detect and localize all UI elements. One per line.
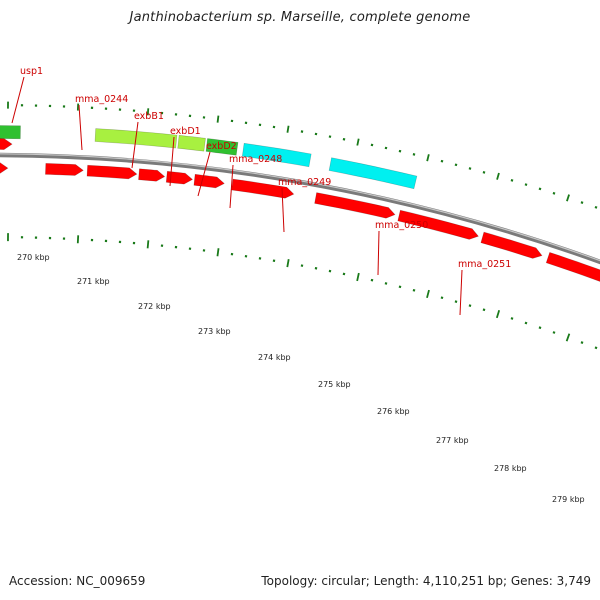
outer-tick-minor: [482, 171, 486, 174]
cds-arrow: [480, 231, 543, 259]
outer-tick-major: [426, 154, 430, 162]
cds-arrow: [0, 138, 13, 150]
inner-tick-major: [356, 272, 360, 282]
kbp-label: 271 kbp: [77, 277, 110, 286]
outer-tick-minor: [594, 205, 598, 209]
inner-tick-minor: [384, 282, 388, 285]
gene-label-exbD1: exbD1: [170, 126, 201, 137]
gene-label-mma_0249: mma_0249: [278, 177, 331, 188]
cds-arrow: [545, 252, 600, 282]
kbp-label: 274 kbp: [258, 353, 291, 362]
cds-arrow: [397, 209, 479, 240]
outer-tick-minor: [412, 153, 416, 156]
map-title: Janthinobacterium sp. Marseille, complet…: [129, 10, 471, 25]
backbone-arc: [0, 152, 600, 265]
kbp-label: 279 kbp: [552, 495, 585, 504]
outer-tick-ring: [7, 101, 598, 209]
outer-tick-minor: [580, 201, 584, 204]
backbone-highlight: [0, 153, 600, 262]
inner-tick-minor: [398, 285, 402, 289]
outer-tick-minor: [468, 167, 472, 170]
label-leader-line: [281, 187, 285, 233]
gene-block-exbD2: [205, 138, 239, 156]
cds-arrow: [193, 173, 225, 189]
gene-label-mma_0251: mma_0251: [458, 259, 511, 270]
outer-tick-minor: [524, 183, 528, 186]
inner-tick-minor: [454, 300, 458, 303]
outer-tick-major: [216, 115, 220, 123]
inner-tick-minor: [468, 304, 472, 307]
gene-label-usp1: usp1: [20, 66, 43, 77]
outer-tick-minor: [454, 163, 458, 167]
kbp-label: 273 kbp: [198, 327, 231, 336]
inner-tick-major: [286, 259, 290, 268]
inner-tick-minor: [440, 296, 444, 300]
kbp-label: 270 kbp: [17, 253, 50, 262]
inner-tick-ring: [7, 233, 598, 350]
cds-arrow: [0, 162, 9, 174]
label-leader-line: [229, 164, 234, 209]
cds-arrow: [314, 192, 396, 219]
genome-backbone: [0, 152, 600, 265]
label-leader-line: [131, 121, 139, 169]
gene-block-mma_0250: [328, 157, 418, 190]
inner-tick-minor: [580, 341, 584, 344]
kbp-label: 277 kbp: [436, 436, 469, 445]
inner-tick-minor: [538, 326, 542, 330]
outer-tick-minor: [510, 179, 514, 182]
outer-tick-minor: [538, 187, 542, 191]
kbp-label: 272 kbp: [138, 302, 171, 311]
kbp-label: 275 kbp: [318, 380, 351, 389]
inner-tick-minor: [412, 288, 416, 292]
gene-label-mma_0250: mma_0250: [375, 220, 428, 231]
gene-block-mma_0248: [241, 142, 312, 168]
cds-arrow: [86, 164, 138, 180]
label-leader-line: [169, 136, 175, 187]
inner-tick-minor: [482, 308, 486, 312]
gene-block-usp1: [0, 125, 21, 140]
outer-tick-major: [566, 194, 570, 202]
gene-label-exbB1: exbB1: [134, 111, 164, 122]
outer-tick-major: [146, 108, 150, 116]
outer-tick-major: [286, 125, 290, 133]
kbp-label: 278 kbp: [494, 464, 527, 473]
topology-text: Topology: circular; Length: 4,110,251 bp…: [261, 574, 591, 588]
inner-tick-major: [426, 289, 430, 299]
kbp-label: 276 kbp: [377, 407, 410, 416]
accession-text: Accession: NC_009659: [9, 574, 146, 588]
gene-label-exbD2: exbD2: [206, 141, 237, 152]
inner-tick-minor: [510, 317, 514, 320]
inner-tick-major: [146, 240, 150, 249]
cds-arrow: [231, 178, 295, 199]
gene-labels: usp1 mma_0244 exbB1 exbD1 exbD2 mma_0248 mma_0…: [20, 66, 511, 270]
inner-tick-minor: [524, 321, 528, 325]
inner-tick-minor: [552, 331, 556, 334]
outer-tick-major: [356, 138, 360, 146]
gene-label-mma_0248: mma_0248: [229, 154, 282, 165]
kbp-labels: 270 kbp 271 kbp 272 kbp 273 kbp 274 kbp 275 k…: [17, 253, 585, 504]
label-leader-line: [11, 76, 25, 124]
label-leader-line: [78, 104, 83, 151]
cds-arrow: [45, 163, 84, 176]
outer-tick-major: [496, 172, 500, 180]
label-leader-line: [377, 230, 380, 276]
gene-label-mma_0244: mma_0244: [75, 94, 128, 105]
gene-label-lines: [11, 76, 463, 316]
outer-tick-minor: [440, 159, 444, 163]
inner-tick-major: [216, 248, 220, 257]
inner-tick-minor: [594, 346, 598, 350]
outer-tick-minor: [552, 191, 556, 195]
feature-track: [0, 125, 600, 282]
inner-tick-major: [565, 333, 571, 342]
label-leader-line: [197, 151, 211, 197]
gene-block-exbD1: [177, 134, 206, 152]
label-leader-line: [459, 269, 463, 316]
inner-tick-major: [495, 309, 501, 319]
cds-arrow: [138, 168, 166, 182]
